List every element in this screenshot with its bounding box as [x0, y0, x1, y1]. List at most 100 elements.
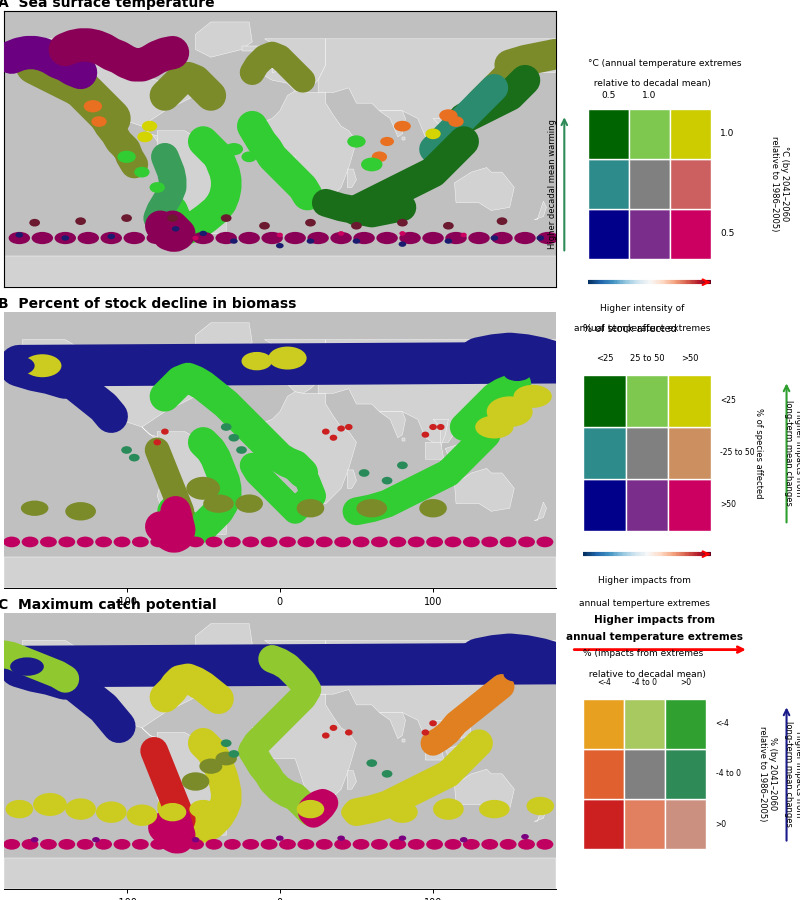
Ellipse shape	[468, 232, 490, 244]
Bar	[588, 209, 629, 259]
Ellipse shape	[215, 752, 237, 765]
Ellipse shape	[390, 536, 406, 547]
Ellipse shape	[230, 238, 238, 244]
Ellipse shape	[345, 729, 353, 735]
Text: <25: <25	[596, 355, 614, 364]
Polygon shape	[534, 202, 546, 220]
Polygon shape	[454, 770, 514, 812]
Text: 1.0: 1.0	[720, 130, 734, 139]
Ellipse shape	[6, 800, 33, 818]
Ellipse shape	[390, 839, 406, 850]
Polygon shape	[402, 137, 406, 139]
Ellipse shape	[259, 222, 270, 230]
Ellipse shape	[279, 536, 296, 547]
Ellipse shape	[330, 232, 352, 244]
Polygon shape	[272, 659, 283, 674]
Polygon shape	[265, 39, 326, 93]
Ellipse shape	[338, 231, 344, 236]
Bar	[670, 209, 711, 259]
Polygon shape	[454, 468, 514, 511]
Ellipse shape	[279, 839, 296, 850]
Ellipse shape	[537, 235, 544, 240]
Text: 1.0: 1.0	[642, 91, 657, 100]
Ellipse shape	[40, 536, 57, 547]
Ellipse shape	[224, 536, 241, 547]
Polygon shape	[158, 733, 226, 835]
Ellipse shape	[394, 121, 411, 131]
Bar	[588, 109, 629, 158]
Ellipse shape	[399, 232, 421, 244]
Polygon shape	[265, 641, 326, 694]
Text: relative to decadal mean): relative to decadal mean)	[588, 79, 711, 88]
Ellipse shape	[497, 217, 507, 225]
Ellipse shape	[316, 839, 333, 850]
Text: annual temperature extremes: annual temperature extremes	[574, 324, 710, 333]
Bar	[583, 799, 624, 850]
Ellipse shape	[126, 805, 158, 826]
Polygon shape	[195, 22, 252, 58]
Text: -4 to 0: -4 to 0	[632, 679, 657, 688]
Text: Higher impacts from
long-term mean changes: Higher impacts from long-term mean chang…	[784, 721, 800, 827]
Ellipse shape	[500, 536, 517, 547]
Polygon shape	[4, 557, 556, 588]
Polygon shape	[252, 392, 357, 504]
Ellipse shape	[397, 462, 408, 469]
Ellipse shape	[30, 219, 40, 227]
Ellipse shape	[461, 233, 466, 238]
Ellipse shape	[475, 416, 514, 438]
Ellipse shape	[448, 116, 464, 127]
Ellipse shape	[503, 365, 531, 381]
Text: Higher impacts from: Higher impacts from	[594, 615, 714, 625]
Polygon shape	[22, 39, 200, 141]
Ellipse shape	[463, 839, 480, 850]
Bar	[583, 698, 624, 749]
Ellipse shape	[486, 396, 533, 427]
Ellipse shape	[66, 502, 96, 520]
Ellipse shape	[22, 536, 38, 547]
Polygon shape	[464, 713, 466, 717]
Ellipse shape	[150, 536, 167, 547]
Ellipse shape	[376, 232, 398, 244]
Polygon shape	[446, 143, 461, 156]
Ellipse shape	[150, 839, 167, 850]
Ellipse shape	[439, 109, 458, 122]
Text: 25 to 50: 25 to 50	[630, 355, 664, 364]
Ellipse shape	[229, 434, 239, 442]
Text: % of species affected: % of species affected	[754, 408, 762, 498]
Ellipse shape	[445, 839, 462, 850]
Polygon shape	[454, 167, 514, 211]
Bar	[583, 427, 626, 479]
Polygon shape	[347, 470, 357, 489]
Polygon shape	[158, 432, 226, 535]
Polygon shape	[446, 444, 461, 456]
Text: <25: <25	[720, 396, 736, 405]
Polygon shape	[433, 119, 448, 152]
Polygon shape	[318, 39, 556, 141]
Ellipse shape	[358, 469, 370, 477]
Polygon shape	[4, 256, 556, 287]
Ellipse shape	[182, 772, 210, 791]
Ellipse shape	[107, 234, 115, 239]
Ellipse shape	[95, 536, 112, 547]
Ellipse shape	[354, 232, 375, 244]
Ellipse shape	[132, 839, 149, 850]
Polygon shape	[426, 141, 444, 158]
Ellipse shape	[430, 424, 437, 430]
Ellipse shape	[206, 536, 222, 547]
Text: °C (annual temperature extremes: °C (annual temperature extremes	[588, 59, 742, 68]
Ellipse shape	[172, 226, 179, 231]
Text: C  Maximum catch potential: C Maximum catch potential	[0, 598, 217, 612]
Ellipse shape	[341, 801, 372, 823]
Polygon shape	[158, 130, 226, 233]
Ellipse shape	[426, 129, 441, 140]
Ellipse shape	[397, 219, 408, 227]
Bar	[668, 427, 711, 479]
Ellipse shape	[443, 222, 454, 230]
Text: <-4: <-4	[597, 679, 610, 688]
Ellipse shape	[122, 446, 132, 454]
Polygon shape	[318, 339, 556, 442]
Ellipse shape	[518, 839, 535, 850]
Bar	[626, 479, 668, 531]
Ellipse shape	[482, 839, 498, 850]
Ellipse shape	[3, 536, 20, 547]
